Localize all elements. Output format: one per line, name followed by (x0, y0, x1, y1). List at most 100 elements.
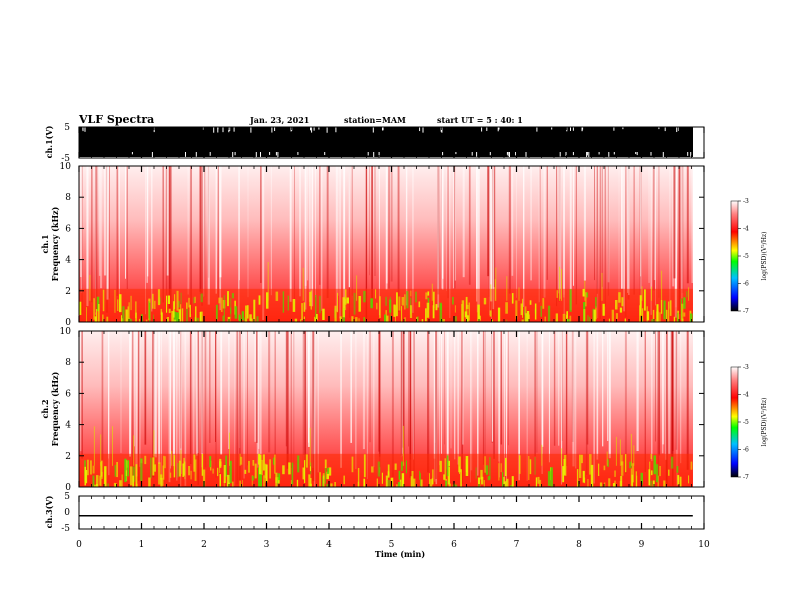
band-burst (79, 301, 82, 315)
band-burst (504, 481, 507, 487)
spectrogram-stripe (489, 166, 490, 316)
waveform-spike (471, 152, 473, 156)
spectrogram-stripe (173, 331, 176, 467)
waveform-spike (572, 127, 574, 131)
band-burst (241, 311, 244, 321)
spectrogram-stripe (530, 166, 532, 281)
band-burst (466, 315, 469, 322)
band-burst (229, 460, 232, 484)
band-burst (86, 307, 87, 322)
band-burst (178, 460, 181, 477)
band-burst (458, 456, 461, 473)
spectrogram-stripe (209, 331, 211, 443)
band-burst (683, 312, 686, 317)
band-burst (326, 467, 330, 474)
frequency-tick-label: 0 (65, 483, 71, 493)
band-burst (640, 472, 643, 483)
band-burst (288, 462, 291, 475)
spectrogram-stripe (228, 331, 230, 449)
band-burst (431, 283, 433, 301)
band-burst (534, 457, 536, 475)
band-burst (465, 297, 468, 321)
band-burst (163, 455, 165, 480)
band-burst (173, 319, 177, 322)
band-burst (676, 466, 679, 473)
band-burst (539, 479, 542, 487)
spectrogram-stripe (680, 331, 682, 464)
band-burst (503, 476, 505, 486)
colorbar-tick-label: -5 (743, 419, 749, 426)
spectrogram-stripe (201, 331, 203, 454)
band-burst (663, 480, 666, 487)
band-burst (154, 300, 156, 309)
station-label: station=MAM (344, 115, 406, 125)
spectrogram-stripe (594, 166, 595, 281)
ch1-waveform-panel: 5 -5 ch.1(V) (44, 123, 705, 164)
band-burst (489, 457, 491, 480)
time-tick-label: 9 (639, 540, 645, 550)
spectrogram-stripe (623, 166, 625, 312)
band-burst (158, 462, 161, 485)
ch2-colorbar: -3 -4 -5 -6 -7 log(PSD)(V²/Hz) (730, 364, 768, 481)
band-burst (653, 455, 656, 475)
band-burst (302, 267, 304, 301)
spectrogram-stripe (470, 331, 473, 471)
spectrogram-stripe (559, 166, 562, 299)
band-burst (398, 470, 401, 480)
band-burst (136, 483, 138, 487)
band-burst (135, 301, 137, 319)
band-burst (98, 304, 100, 322)
band-burst (650, 453, 652, 460)
band-burst (84, 466, 86, 486)
band-burst (446, 455, 449, 477)
spectrogram-stripe (454, 166, 456, 281)
spectrogram-stripe (558, 166, 560, 294)
band-burst (401, 306, 403, 322)
band-burst (309, 427, 311, 466)
ch1-waveform-ylabel: ch.1(V) (44, 125, 54, 158)
band-burst (387, 480, 390, 487)
band-burst (168, 308, 171, 314)
band-burst (301, 303, 303, 321)
band-burst (518, 455, 521, 474)
spectrogram-stripe (313, 331, 316, 487)
band-burst (673, 316, 676, 322)
frequency-tick-label: 4 (65, 256, 71, 266)
band-burst (180, 304, 182, 322)
band-burst (663, 300, 666, 320)
spectrogram-stripe (563, 166, 565, 298)
band-burst (315, 295, 317, 319)
spectrogram-stripe (648, 166, 650, 283)
spectrogram-stripe (203, 166, 205, 297)
spectrogram-stripe (534, 331, 536, 457)
spectrogram-stripe (220, 331, 223, 455)
band-burst (419, 471, 421, 480)
spectrogram-stripe (168, 166, 171, 309)
spectrogram-stripe (652, 166, 655, 291)
band-burst (93, 426, 95, 466)
band-burst (619, 439, 621, 466)
band-burst (651, 286, 652, 301)
band-burst (399, 479, 402, 487)
waveform-spike (676, 127, 678, 133)
spectrogram-stripe (673, 166, 676, 279)
spectrogram-stripe (350, 331, 352, 443)
band-burst (174, 294, 176, 310)
colorbar-tick-label: -4 (743, 392, 749, 399)
spectrogram-stripe (678, 166, 681, 315)
band-burst (225, 455, 227, 477)
band-burst (113, 482, 116, 487)
band-burst (481, 476, 484, 485)
spectrogram-stripe (190, 166, 192, 315)
band-burst (193, 454, 196, 472)
spectrogram-stripe (80, 166, 83, 293)
spectrogram-stripe (254, 331, 257, 442)
band-burst (661, 270, 663, 301)
ch3-ytick-top: 5 (64, 492, 70, 502)
band-burst (466, 464, 468, 473)
spectrogram-stripe (470, 331, 471, 483)
band-burst (104, 466, 107, 487)
band-burst (595, 306, 597, 320)
band-burst (102, 289, 105, 312)
band-burst (443, 474, 446, 480)
